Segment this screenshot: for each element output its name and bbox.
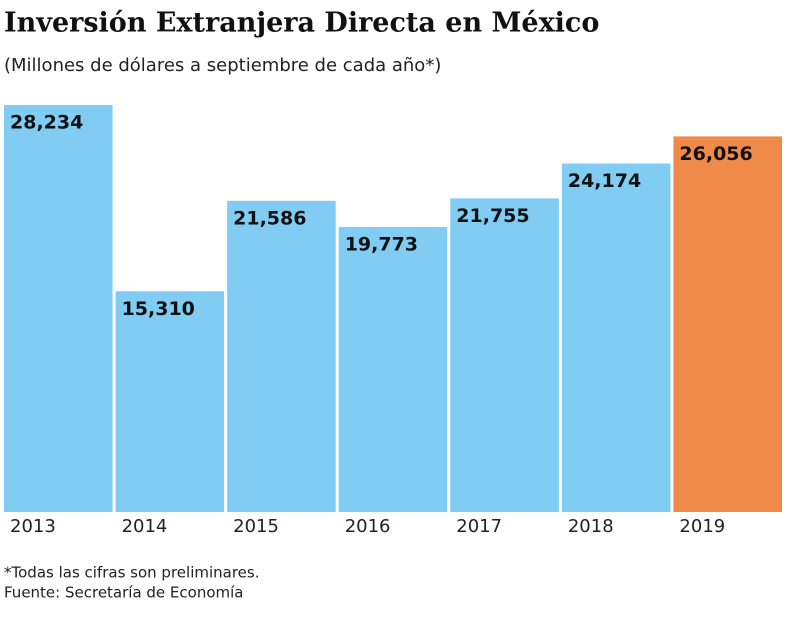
value-label: 24,174 [568,170,641,192]
footnote: *Todas las cifras son preliminares. [4,564,259,582]
bar [338,226,448,512]
bar [4,105,113,512]
value-label: 21,755 [456,205,529,227]
x-tick-label: 2016 [345,516,391,537]
chart-title: Inversión Extranjera Directa en México [4,8,599,39]
value-label: 19,773 [345,233,418,255]
x-tick-label: 2017 [456,516,502,537]
x-tick-label: 2019 [679,516,725,537]
x-tick-label: 2015 [233,516,279,537]
bar [561,163,671,513]
value-label: 26,056 [679,143,752,165]
bar [450,198,559,512]
bar [673,136,782,512]
value-label: 21,586 [233,207,306,229]
chart-subtitle: (Millones de dólares a septiembre de cad… [4,55,441,76]
bar [227,200,336,513]
bar [115,291,225,512]
source: Fuente: Secretaría de Economía [4,584,244,602]
x-tick-label: 2018 [568,516,614,537]
value-label: 15,310 [122,298,195,320]
value-label: 28,234 [10,112,83,134]
x-tick-label: 2013 [10,516,56,537]
x-tick-label: 2014 [122,516,168,537]
